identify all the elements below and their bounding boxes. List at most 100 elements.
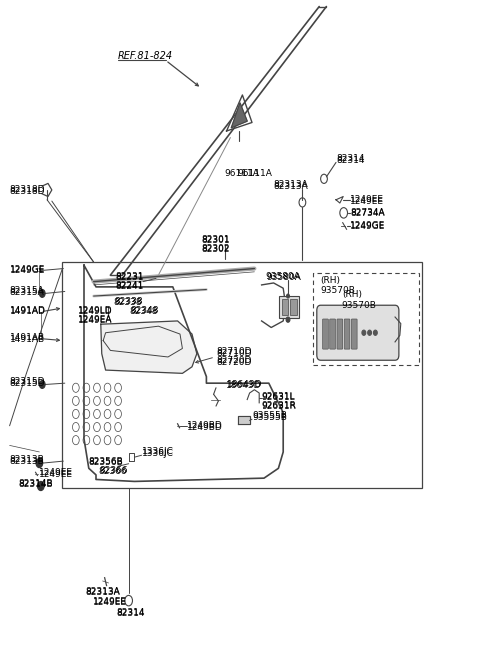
Text: 93570B: 93570B (342, 301, 377, 310)
Circle shape (287, 294, 289, 298)
Text: 93570B: 93570B (320, 286, 355, 295)
Text: 82366: 82366 (100, 466, 129, 475)
FancyBboxPatch shape (330, 319, 336, 349)
Text: 82314: 82314 (336, 154, 364, 163)
Text: 1491AD: 1491AD (10, 306, 46, 315)
Text: 93555B: 93555B (252, 411, 287, 421)
Text: 82338: 82338 (113, 298, 142, 307)
Text: 82313A: 82313A (274, 180, 308, 189)
Text: 82710D: 82710D (216, 348, 252, 358)
Text: 96111A: 96111A (225, 169, 260, 178)
Text: 82348: 82348 (130, 307, 158, 316)
Text: 82314: 82314 (116, 609, 144, 618)
FancyBboxPatch shape (337, 319, 343, 349)
Text: 92631R: 92631R (262, 402, 297, 411)
Text: 1249BD: 1249BD (187, 422, 223, 432)
Text: 96111A: 96111A (238, 169, 273, 178)
Text: 82313B: 82313B (10, 457, 44, 466)
Text: 1249GE: 1249GE (350, 222, 386, 231)
Text: 82313A: 82313A (85, 588, 120, 597)
Text: 92631R: 92631R (262, 401, 297, 410)
Text: 82348: 82348 (131, 306, 159, 315)
Text: 1249GE: 1249GE (350, 221, 386, 231)
FancyBboxPatch shape (323, 319, 328, 349)
Circle shape (37, 481, 44, 491)
Text: 82318D: 82318D (10, 185, 45, 195)
Text: 82366: 82366 (98, 467, 127, 476)
Text: 18643D: 18643D (227, 380, 262, 389)
Bar (282, 299, 288, 315)
Text: 82734A: 82734A (350, 208, 385, 217)
Text: 82315A: 82315A (10, 288, 44, 297)
FancyBboxPatch shape (351, 319, 357, 349)
Text: 1249LD: 1249LD (78, 306, 112, 315)
Bar (290, 299, 297, 315)
Text: 1249EA: 1249EA (78, 316, 112, 326)
Text: 82314B: 82314B (18, 480, 53, 489)
Text: 82315D: 82315D (10, 377, 45, 386)
Text: 1249GE: 1249GE (10, 266, 45, 275)
Text: 1336JC: 1336JC (142, 449, 173, 458)
Text: 1491AB: 1491AB (10, 333, 45, 343)
Text: 82241: 82241 (115, 282, 144, 291)
Text: 82734A: 82734A (350, 209, 385, 218)
Text: 82313B: 82313B (10, 455, 44, 464)
Text: 1491AD: 1491AD (10, 307, 46, 316)
FancyBboxPatch shape (344, 319, 350, 349)
Circle shape (36, 458, 43, 468)
Text: 1249EE: 1249EE (39, 470, 73, 479)
Text: 82231: 82231 (115, 272, 144, 281)
Text: 92631L: 92631L (262, 393, 295, 402)
Text: 82314: 82314 (336, 156, 364, 165)
Text: 1249EA: 1249EA (78, 315, 112, 324)
Text: 1249EE: 1249EE (93, 597, 127, 606)
Text: 82314B: 82314B (18, 479, 53, 488)
Circle shape (39, 381, 45, 388)
Text: 93580A: 93580A (266, 273, 301, 282)
Text: 1249EE: 1249EE (93, 598, 127, 607)
Text: 82301: 82301 (202, 234, 230, 244)
Text: 1249BD: 1249BD (187, 421, 223, 430)
Text: 93555B: 93555B (252, 413, 287, 422)
FancyBboxPatch shape (313, 273, 419, 365)
Text: 82720D: 82720D (216, 358, 252, 367)
Circle shape (362, 330, 366, 335)
Text: 82318D: 82318D (10, 187, 45, 196)
Bar (62, 262, 422, 488)
Text: REF.81-824: REF.81-824 (118, 50, 173, 61)
Circle shape (39, 290, 45, 297)
Polygon shape (101, 321, 197, 373)
Text: 82356B: 82356B (89, 458, 123, 467)
Text: 82301: 82301 (202, 236, 230, 245)
Text: 82710D: 82710D (216, 347, 252, 356)
Text: 82313A: 82313A (274, 182, 308, 191)
Polygon shape (231, 103, 247, 128)
Text: 1336JC: 1336JC (142, 447, 173, 457)
Text: 1249GE: 1249GE (10, 265, 45, 274)
Text: 82313A: 82313A (85, 587, 120, 596)
Text: 92631L: 92631L (262, 392, 295, 401)
Text: 82720D: 82720D (216, 356, 252, 365)
Text: 82338: 82338 (114, 297, 143, 306)
Text: 82302: 82302 (202, 245, 230, 254)
Text: 82241: 82241 (115, 281, 144, 290)
Text: 93580A: 93580A (265, 272, 300, 281)
Polygon shape (238, 416, 250, 424)
Circle shape (373, 330, 377, 335)
Text: 82356B: 82356B (89, 457, 123, 466)
Circle shape (286, 317, 290, 322)
Text: 1249LD: 1249LD (78, 307, 112, 316)
Text: 82231: 82231 (115, 273, 144, 282)
Circle shape (368, 330, 372, 335)
Text: 82315A: 82315A (10, 286, 44, 295)
Text: 18643D: 18643D (226, 381, 261, 390)
Text: 1249EE: 1249EE (350, 196, 384, 206)
Text: 1249EE: 1249EE (350, 195, 384, 204)
Bar (279, 296, 299, 318)
Text: 82315D: 82315D (10, 379, 45, 388)
Text: (RH): (RH) (320, 276, 340, 285)
Text: 1249EE: 1249EE (39, 468, 73, 477)
Text: 1491AB: 1491AB (10, 335, 45, 344)
Text: 82314: 82314 (116, 608, 144, 617)
Text: (RH): (RH) (342, 290, 362, 299)
